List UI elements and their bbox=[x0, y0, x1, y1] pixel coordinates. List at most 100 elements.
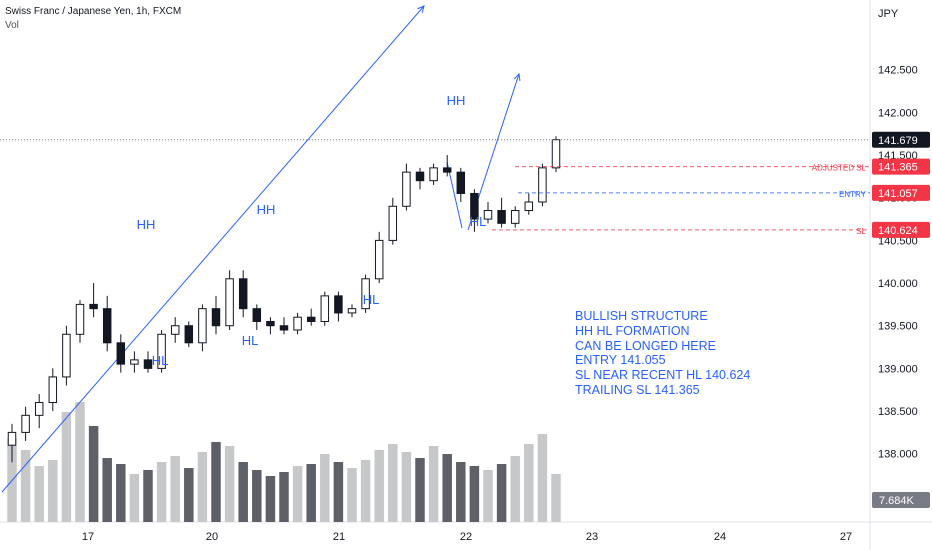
candle-body bbox=[388, 205, 398, 241]
candle-body bbox=[320, 295, 330, 322]
y-tick-label: 138.000 bbox=[878, 449, 918, 461]
candle-body bbox=[116, 342, 126, 365]
volume-bar bbox=[279, 472, 289, 522]
volume-bar bbox=[333, 462, 344, 522]
volume-bar bbox=[156, 462, 167, 522]
candle-body bbox=[266, 320, 275, 327]
volume-bar bbox=[48, 460, 58, 522]
volume-bar bbox=[75, 402, 85, 522]
last-price-label: 141.679 bbox=[878, 135, 918, 147]
trend-arrow-impulse-head bbox=[513, 72, 521, 82]
price-line-name: SL bbox=[856, 227, 866, 236]
volume-bar bbox=[211, 442, 221, 522]
note-line: HH HL FORMATION bbox=[575, 323, 690, 338]
volume-bar bbox=[306, 464, 316, 522]
volume-bar bbox=[456, 462, 466, 522]
structure-label: HH bbox=[447, 93, 466, 108]
candle-body bbox=[225, 278, 234, 327]
x-tick-label: 22 bbox=[460, 531, 472, 543]
trend-arrow-main-head bbox=[417, 5, 425, 13]
volume-bar bbox=[116, 464, 126, 522]
volume-bar bbox=[374, 450, 384, 522]
note-line: SL NEAR RECENT HL 140.624 bbox=[575, 368, 751, 383]
candle-body bbox=[551, 139, 561, 169]
candle-body bbox=[252, 308, 262, 322]
volume-bar bbox=[320, 454, 330, 522]
candle-body bbox=[48, 376, 58, 404]
trend-arrow-main bbox=[1, 5, 425, 493]
volume-bar bbox=[551, 474, 561, 522]
volume-bar bbox=[184, 468, 194, 522]
volume-bar bbox=[170, 456, 180, 522]
y-tick-label: 142.000 bbox=[878, 107, 918, 119]
candle-body bbox=[402, 171, 411, 207]
volume-indicator-label[interactable]: Vol bbox=[5, 20, 19, 31]
x-tick-label: 23 bbox=[586, 531, 598, 543]
volume-bar bbox=[442, 454, 452, 522]
candle-body bbox=[7, 431, 17, 446]
candle-body bbox=[374, 239, 384, 280]
candle-body bbox=[456, 171, 466, 194]
volume-bar bbox=[129, 474, 140, 522]
time-axis[interactable]: 17 20 21 22 23 24 27 bbox=[82, 531, 852, 543]
volume-bar bbox=[496, 464, 507, 522]
volume-bar bbox=[360, 460, 371, 522]
candle-body bbox=[198, 308, 207, 344]
volume-bar bbox=[388, 444, 398, 522]
candle-body bbox=[306, 316, 316, 322]
y-tick-label: 139.500 bbox=[878, 321, 918, 333]
volume-bar bbox=[143, 470, 153, 522]
candle-body bbox=[75, 303, 85, 335]
x-tick-label: 24 bbox=[714, 531, 726, 543]
candle-body bbox=[184, 325, 194, 344]
candle-body bbox=[347, 308, 357, 314]
volume-bar bbox=[415, 458, 425, 522]
y-tick-label: 138.500 bbox=[878, 406, 918, 418]
volume-bars bbox=[7, 402, 561, 522]
volume-bar bbox=[197, 452, 208, 522]
candle-body bbox=[429, 167, 438, 182]
candle-body bbox=[470, 192, 479, 220]
volume-bar bbox=[537, 434, 548, 522]
volume-bar bbox=[469, 466, 480, 522]
volume-bar bbox=[102, 458, 112, 522]
candle-body bbox=[293, 316, 302, 331]
x-tick-label: 20 bbox=[206, 531, 218, 543]
volume-bar bbox=[524, 444, 534, 522]
currency-label: JPY bbox=[878, 8, 899, 20]
candle-body bbox=[361, 278, 370, 310]
price-line-badge bbox=[872, 221, 930, 238]
price-line-name: ENTRY bbox=[839, 190, 867, 199]
structure-label: HL bbox=[242, 333, 259, 348]
candles bbox=[7, 136, 561, 463]
candle-body bbox=[483, 210, 493, 220]
price-line-badge bbox=[872, 158, 930, 175]
candle-body bbox=[211, 308, 221, 327]
candle-body bbox=[279, 325, 289, 331]
candle-body bbox=[34, 402, 44, 416]
candle-body bbox=[524, 201, 534, 212]
symbol-title[interactable]: Swiss Franc / Japanese Yen, 1h, FXCM bbox=[5, 6, 182, 17]
pullback-line bbox=[446, 161, 463, 229]
price-line-name: ADJUSTED SL bbox=[812, 164, 867, 173]
x-tick-label: 17 bbox=[82, 531, 94, 543]
price-line-label: 141.365 bbox=[878, 162, 918, 174]
candle-body bbox=[497, 210, 506, 224]
note-line: BULLISH STRUCTURE bbox=[575, 309, 708, 323]
volume-bar bbox=[88, 426, 99, 522]
analysis-note: BULLISH STRUCTURE HH HL FORMATION CAN BE… bbox=[575, 309, 750, 398]
candle-body bbox=[442, 167, 452, 173]
note-line: CAN BE LONGED HERE bbox=[575, 338, 717, 353]
candle-body bbox=[102, 308, 112, 344]
candle-body bbox=[157, 333, 166, 369]
volume-bar bbox=[292, 466, 303, 522]
volume-bar bbox=[483, 470, 493, 522]
note-line: TRAILING SL 141.365 bbox=[575, 382, 700, 397]
candle-body bbox=[143, 359, 153, 369]
volume-bar bbox=[401, 452, 412, 522]
candle-body bbox=[238, 278, 248, 310]
price-axis[interactable]: JPY142.500142.000141.500141.000140.50014… bbox=[872, 8, 930, 508]
candle-body bbox=[415, 171, 425, 182]
